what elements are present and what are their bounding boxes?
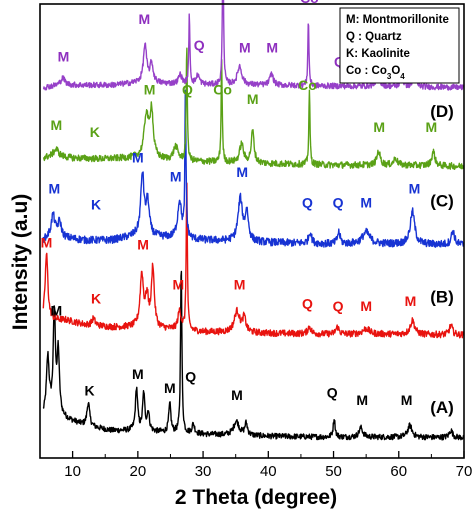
x-tick-label: 50 (325, 463, 342, 480)
peak-label: M (360, 194, 372, 210)
peak-label: M (172, 277, 184, 293)
peak-label: M (405, 293, 417, 309)
peak-label: M (239, 39, 251, 55)
trace-3 (42, 47, 465, 170)
peak-label: M (409, 180, 421, 196)
plot-frame (39, 3, 465, 459)
x-tick-label: 30 (195, 463, 212, 480)
peak-label: M (49, 180, 61, 196)
legend-entry: K: Kaolinite (346, 48, 410, 60)
peak-label: Q (334, 53, 345, 69)
trace-2 (42, 89, 465, 248)
diffraction-patterns (42, 0, 465, 441)
x-tick-label: 40 (260, 463, 277, 480)
legend-box (339, 7, 460, 84)
peak-label: K (91, 291, 101, 307)
peak-label: Co (298, 77, 317, 93)
peak-label: M (170, 169, 182, 185)
peak-label: M (41, 234, 53, 250)
x-tick-label: 20 (130, 463, 147, 480)
peak-label: Q (327, 385, 338, 401)
peak-label: Q (185, 368, 196, 384)
peak-label: K (91, 197, 101, 213)
peak-label: Co (213, 82, 232, 98)
legend-entry: M: Montmorillonite (346, 14, 449, 26)
peak-label: M (266, 39, 278, 55)
peak-label: Q (333, 194, 344, 210)
legend: M: Montmorillonite Q : Quartz K: Kaolinite… (339, 7, 460, 84)
peak-label: Q (333, 298, 344, 314)
peak-label: Q (302, 194, 313, 210)
series-label-c: (C) (430, 191, 454, 210)
peak-label: M (373, 119, 385, 135)
peak-label: K (90, 124, 100, 140)
x-axis-ticks: 10 20 30 40 50 60 70 (39, 451, 473, 480)
peak-label: M (426, 119, 438, 135)
peak-label: M (231, 387, 243, 403)
peak-label: M (356, 392, 368, 408)
x-tick-label: 10 (64, 463, 81, 480)
peak-label: Q (182, 82, 193, 98)
y-axis-title: Intensity (a.u) (9, 194, 32, 331)
peak-label: Q (194, 37, 205, 53)
peak-label: M (58, 49, 70, 65)
peak-label: M (360, 298, 372, 314)
legend-entry: Co : Co3O4 (346, 65, 405, 81)
peak-label: M (50, 302, 62, 318)
peak-label: M (234, 277, 246, 293)
x-axis-title: 2 Theta (degree) (175, 486, 337, 509)
peak-label: M (247, 91, 259, 107)
x-tick-label: 60 (390, 463, 407, 480)
peak-label: Co (300, 0, 319, 6)
peak-label: M (401, 392, 413, 408)
trace-0 (42, 270, 465, 441)
peak-label: M (137, 237, 149, 253)
peak-label: M (139, 11, 151, 27)
peak-label: M (144, 82, 156, 98)
x-tick-label: 70 (456, 463, 473, 480)
peak-label: M (132, 366, 144, 382)
series-label-b: (B) (430, 288, 454, 307)
peak-label: M (132, 150, 144, 166)
peak-label: M (50, 117, 62, 133)
trace-1 (42, 182, 465, 339)
peak-label: M (164, 380, 176, 396)
series-label-a: (A) (430, 398, 454, 417)
series-label-d: (D) (430, 102, 454, 121)
legend-entry: Q : Quartz (346, 31, 402, 43)
peak-label: K (85, 382, 95, 398)
peak-label: M (236, 164, 248, 180)
peak-label: Q (302, 295, 313, 311)
